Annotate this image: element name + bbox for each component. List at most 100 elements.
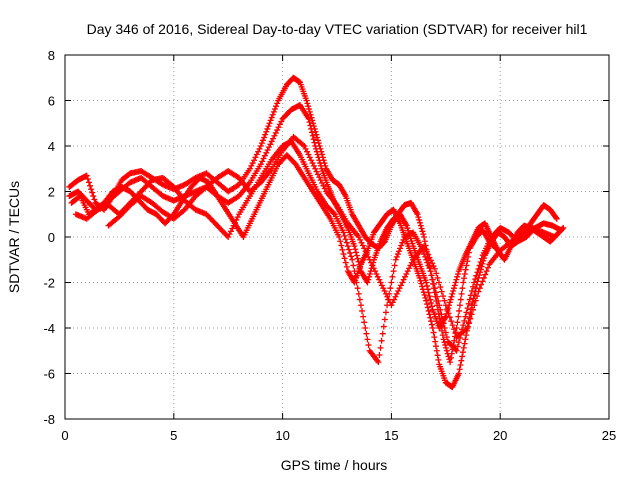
data-point (372, 268, 379, 275)
data-point (430, 280, 437, 287)
data-point (416, 219, 423, 226)
data-point (354, 255, 361, 262)
data-point (406, 265, 413, 272)
data-point (460, 344, 467, 351)
data-point (465, 320, 472, 327)
data-point (437, 306, 444, 313)
y-tick-label: -6 (43, 367, 55, 382)
data-point (264, 146, 271, 153)
data-point (443, 334, 450, 341)
data-point (551, 234, 558, 240)
data-point (428, 303, 435, 310)
data-point (378, 337, 385, 344)
data-point (380, 285, 387, 292)
data-point (265, 123, 272, 130)
data-point (366, 256, 373, 263)
data-point (343, 263, 350, 270)
data-point (397, 282, 404, 289)
data-point (257, 143, 264, 149)
data-point (419, 228, 426, 235)
data-point (460, 322, 467, 329)
data-point (427, 268, 434, 275)
data-point (431, 334, 438, 341)
data-point (330, 210, 337, 217)
data-point (319, 179, 326, 186)
data-point (475, 274, 482, 281)
data-point (377, 279, 384, 286)
data-point (308, 157, 315, 164)
data-point (421, 292, 428, 299)
data-point (472, 297, 479, 304)
data-point (465, 300, 472, 307)
data-point (476, 272, 483, 279)
data-point (479, 278, 486, 285)
data-point (399, 239, 406, 246)
data-point (366, 273, 373, 280)
data-point (363, 330, 370, 337)
data-point (474, 293, 481, 300)
data-point (310, 162, 317, 169)
data-point (373, 270, 380, 277)
x-tick-label: 5 (170, 428, 177, 443)
data-point (375, 359, 382, 366)
data-point (263, 128, 270, 135)
data-point (464, 305, 471, 312)
data-point (366, 270, 373, 277)
data-point (454, 343, 461, 350)
data-point (416, 216, 423, 223)
data-point (393, 253, 400, 260)
data-point (351, 243, 358, 250)
data-point (456, 307, 463, 314)
data-point (426, 265, 433, 272)
data-point (433, 347, 440, 354)
data-point (429, 325, 436, 331)
data-point (468, 311, 475, 318)
data-point (435, 356, 442, 363)
data-point (456, 366, 463, 373)
data-point (317, 162, 324, 169)
data-point (417, 277, 424, 284)
data-point (309, 160, 316, 167)
data-point (399, 279, 406, 286)
data-point (313, 131, 320, 138)
data-point (387, 285, 394, 292)
data-point (270, 108, 277, 115)
data-point (425, 307, 432, 314)
data-point (471, 302, 478, 309)
data-point (462, 266, 469, 273)
data-point (306, 119, 313, 126)
data-point (427, 296, 434, 303)
series-t4 (66, 152, 560, 391)
data-point (434, 274, 441, 281)
data-point (337, 238, 344, 245)
data-point (437, 284, 444, 291)
data-point (479, 260, 486, 267)
data-point (234, 214, 241, 221)
data-point (454, 319, 461, 326)
data-point (314, 171, 321, 178)
data-point (263, 149, 270, 156)
data-point (435, 297, 442, 304)
y-tick-label: 6 (48, 94, 55, 109)
data-point (320, 182, 327, 189)
data-point (451, 282, 458, 289)
data-point (267, 141, 274, 148)
data-point (364, 336, 371, 343)
data-point (261, 134, 268, 141)
x-tick-label: 0 (61, 428, 68, 443)
data-point (398, 242, 405, 249)
data-point (269, 111, 276, 118)
data-point (448, 318, 455, 325)
data-point (388, 279, 395, 286)
data-point (438, 288, 445, 295)
data-point (304, 100, 311, 107)
data-point (443, 344, 450, 351)
data-point (227, 228, 234, 235)
data-point (364, 279, 371, 286)
data-point (305, 103, 312, 110)
data-point (313, 145, 320, 152)
data-point (303, 97, 310, 104)
data-point (440, 293, 447, 300)
series-t5 (105, 133, 558, 341)
